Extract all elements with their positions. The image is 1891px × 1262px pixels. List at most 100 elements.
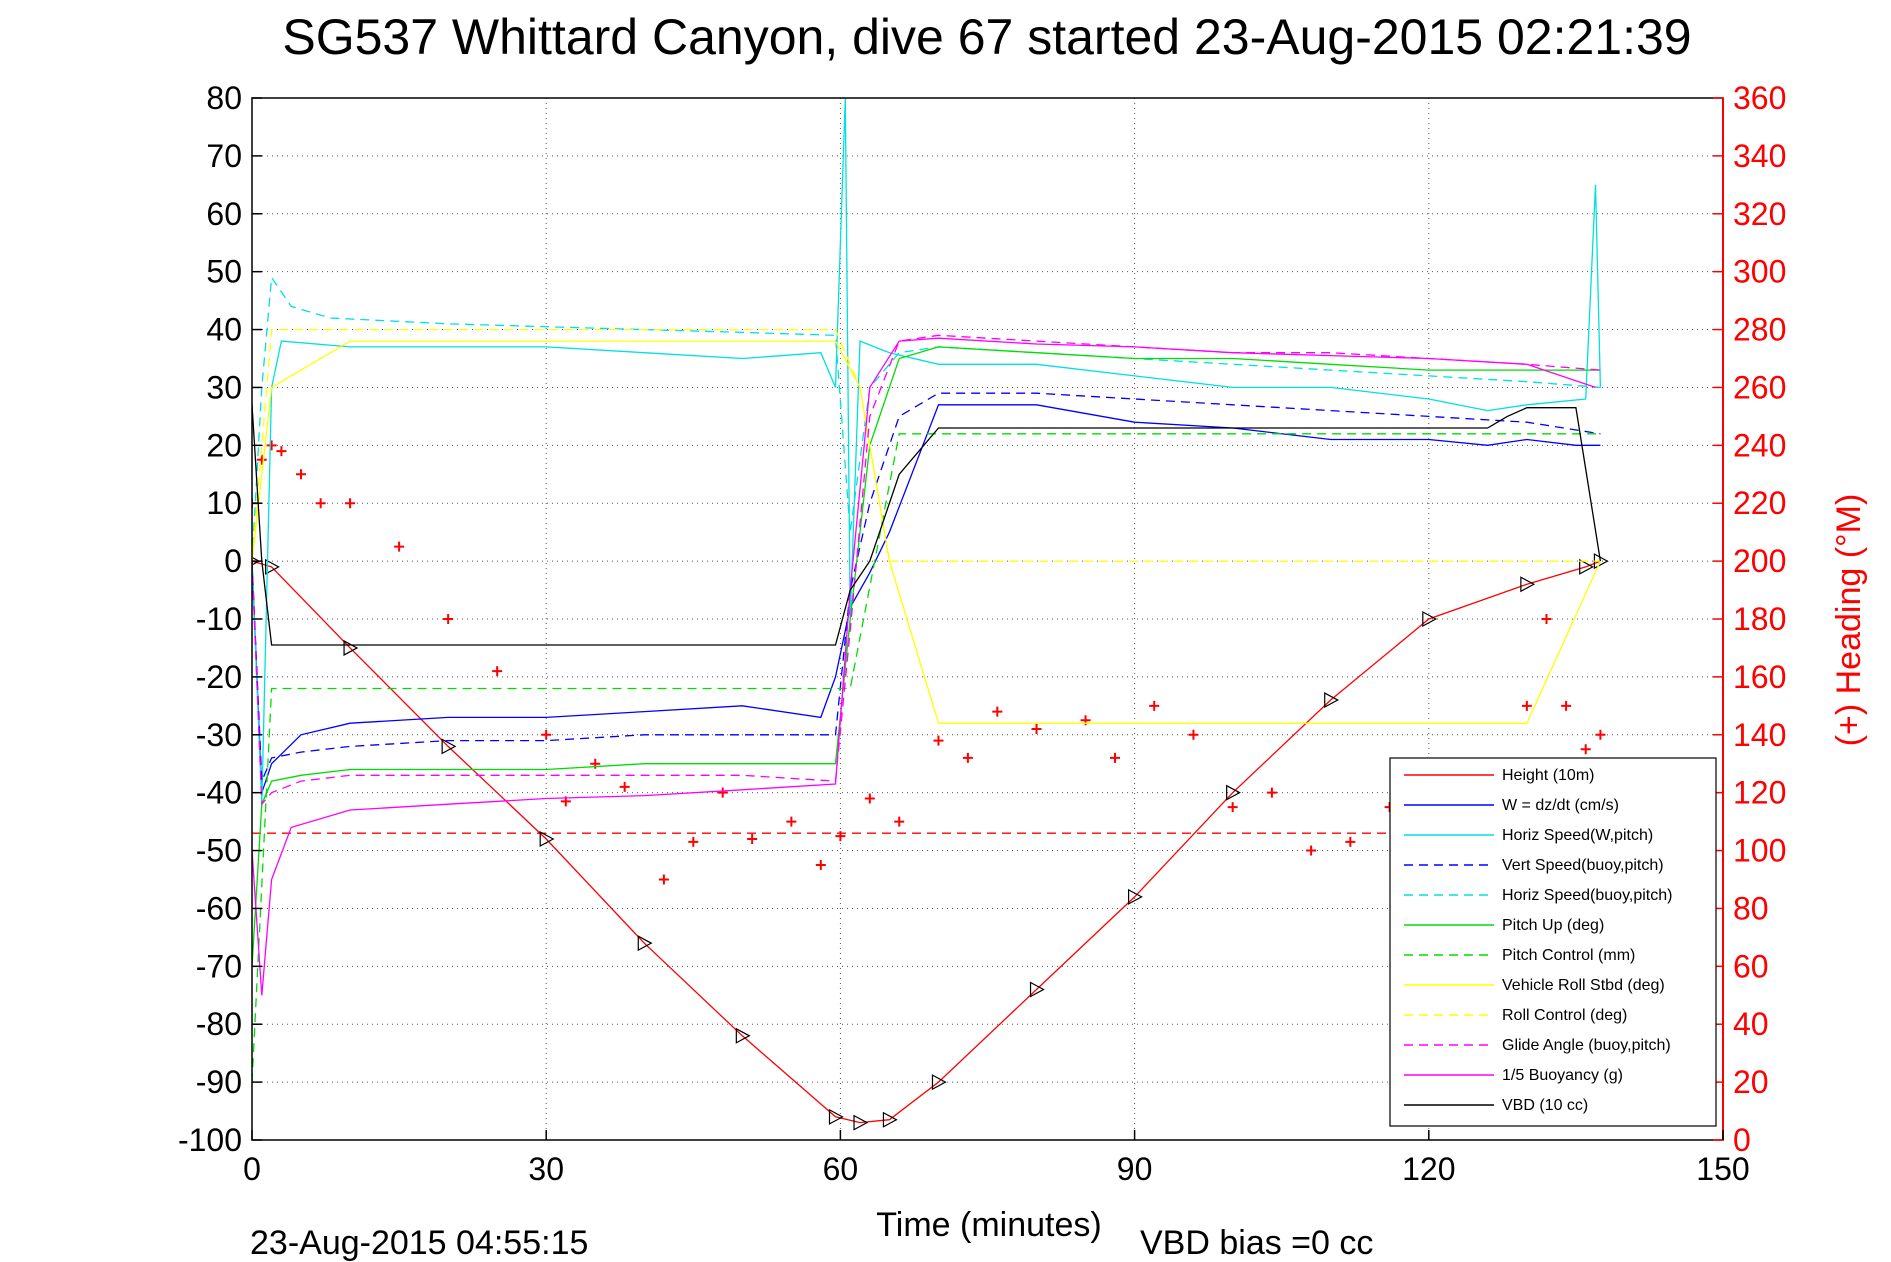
heading-marker	[1521, 700, 1532, 711]
y-right-tick-label: 160	[1733, 659, 1786, 695]
y-left-tick-label: 80	[206, 80, 242, 116]
y-right-tick-label: 80	[1733, 890, 1769, 926]
heading-marker	[443, 614, 454, 624]
heading-marker	[1595, 729, 1606, 740]
height-marker	[637, 935, 653, 952]
y-left-tick-label: -30	[196, 717, 242, 753]
y-right-tick-label: 240	[1733, 427, 1786, 463]
series-line-2	[252, 98, 1602, 805]
y-left-tick-label: 30	[206, 369, 242, 405]
height-marker	[1422, 610, 1438, 628]
y-left-tick-label: -60	[196, 890, 242, 926]
y-left-tick-label: 70	[206, 138, 242, 174]
y-left-tick-label: -20	[196, 659, 242, 695]
height-marker	[882, 1111, 898, 1128]
heading-marker	[1561, 700, 1572, 711]
y-right-tick-label: 60	[1733, 948, 1769, 984]
y-right-tick-label: 100	[1733, 833, 1786, 869]
series-line-0	[252, 560, 1601, 1124]
legend-label-0: Height (10m)	[1502, 767, 1594, 784]
height-marker	[265, 558, 280, 575]
heading-marker	[492, 666, 503, 677]
y-left-tick-label: -50	[196, 833, 242, 869]
y-left-tick-label: 0	[224, 543, 242, 579]
right-axis-label: (+) Heading (°M)	[1830, 494, 1868, 747]
legend-label-4: Horiz Speed(buoy,pitch)	[1502, 887, 1672, 904]
x-axis-label: Time (minutes)	[876, 1206, 1101, 1244]
heading-marker	[256, 454, 267, 465]
y-left-tick-label: 10	[206, 485, 242, 521]
y-right-tick-label: 140	[1733, 717, 1786, 753]
legend-box	[1389, 757, 1717, 1127]
y-right-tick-label: 260	[1733, 369, 1786, 405]
heading-marker	[1188, 729, 1199, 740]
heading-marker	[1227, 802, 1238, 813]
y-left-tick-label: 40	[206, 312, 242, 348]
heading-marker	[815, 860, 826, 871]
heading-marker	[835, 831, 846, 842]
x-tick-label: 0	[243, 1151, 261, 1187]
height-marker	[735, 1027, 751, 1044]
heading-marker	[1306, 845, 1317, 856]
y-right-tick-label: 0	[1733, 1122, 1751, 1158]
legend-label-6: Pitch Control (mm)	[1502, 947, 1635, 964]
heading-marker	[1109, 752, 1120, 763]
y-right-tick-label: 340	[1733, 138, 1786, 174]
y-right-tick-label: 200	[1733, 543, 1786, 579]
legend-label-3: Vert Speed(buoy,pitch)	[1502, 857, 1664, 874]
heading-marker	[864, 793, 875, 804]
heading-marker	[747, 833, 758, 844]
heading-marker	[276, 446, 287, 457]
heading-marker	[992, 706, 1003, 717]
heading-marker	[1031, 723, 1042, 734]
legend: Height (10m) W = dz/dt (cm/s) Horiz Speed(…	[1389, 757, 1717, 1127]
chart-title: SG537 Whittard Canyon, dive 67 started 2…	[282, 9, 1691, 65]
left-axis: -100-90-80-70-60-50-40-30-20-10010203040…	[178, 80, 262, 1158]
heading-marker	[619, 781, 630, 792]
height-marker	[1520, 576, 1536, 593]
y-left-tick-label: -100	[178, 1122, 242, 1158]
height-marker	[1029, 981, 1045, 998]
series-layer	[252, 98, 1609, 1131]
y-right-tick-label: 180	[1733, 601, 1786, 637]
height-marker	[539, 830, 555, 847]
height-marker	[1128, 888, 1143, 905]
heading-marker	[1541, 614, 1552, 624]
y-left-tick-label: -70	[196, 948, 242, 984]
series-line-1	[252, 404, 1601, 793]
heading-marker	[345, 498, 356, 509]
x-tick-label: 120	[1402, 1151, 1455, 1187]
height-marker	[441, 738, 457, 755]
height-marker	[1579, 558, 1594, 575]
height-marker	[1226, 784, 1241, 801]
y-right-tick-label: 300	[1733, 254, 1786, 290]
heading-marker	[1345, 836, 1356, 847]
bottom-axis: 0 30 60 90 120 150	[243, 1130, 1750, 1187]
x-tick-label: 30	[528, 1151, 564, 1187]
height-marker	[1324, 692, 1339, 709]
series-line-11	[252, 404, 1602, 646]
y-right-tick-label: 20	[1733, 1064, 1769, 1100]
heading-marker	[786, 816, 797, 827]
legend-label-10: 1/5 Buoyancy (g)	[1502, 1067, 1623, 1084]
legend-label-11: VBD (10 cc)	[1502, 1097, 1588, 1114]
heading-marker	[1580, 744, 1591, 755]
footer-timestamp: 23-Aug-2015 04:55:15	[250, 1224, 588, 1262]
legend-label-5: Pitch Up (deg)	[1502, 917, 1604, 934]
y-right-tick-label: 280	[1733, 312, 1786, 348]
y-right-tick-label: 360	[1733, 80, 1786, 116]
legend-label-8: Roll Control (deg)	[1502, 1007, 1627, 1024]
series-line-3	[252, 392, 1601, 782]
heading-marker	[1149, 700, 1160, 711]
y-right-tick-label: 320	[1733, 196, 1786, 232]
heading-marker	[266, 440, 277, 451]
height-marker	[828, 1108, 844, 1125]
y-right-tick-label: 220	[1733, 485, 1786, 521]
heading-marker	[962, 752, 973, 763]
heading-marker	[894, 816, 905, 827]
y-right-tick-label: 40	[1733, 1006, 1769, 1042]
heading-marker	[688, 836, 699, 847]
heading-marker	[658, 874, 669, 885]
y-left-tick-label: -40	[196, 775, 242, 811]
